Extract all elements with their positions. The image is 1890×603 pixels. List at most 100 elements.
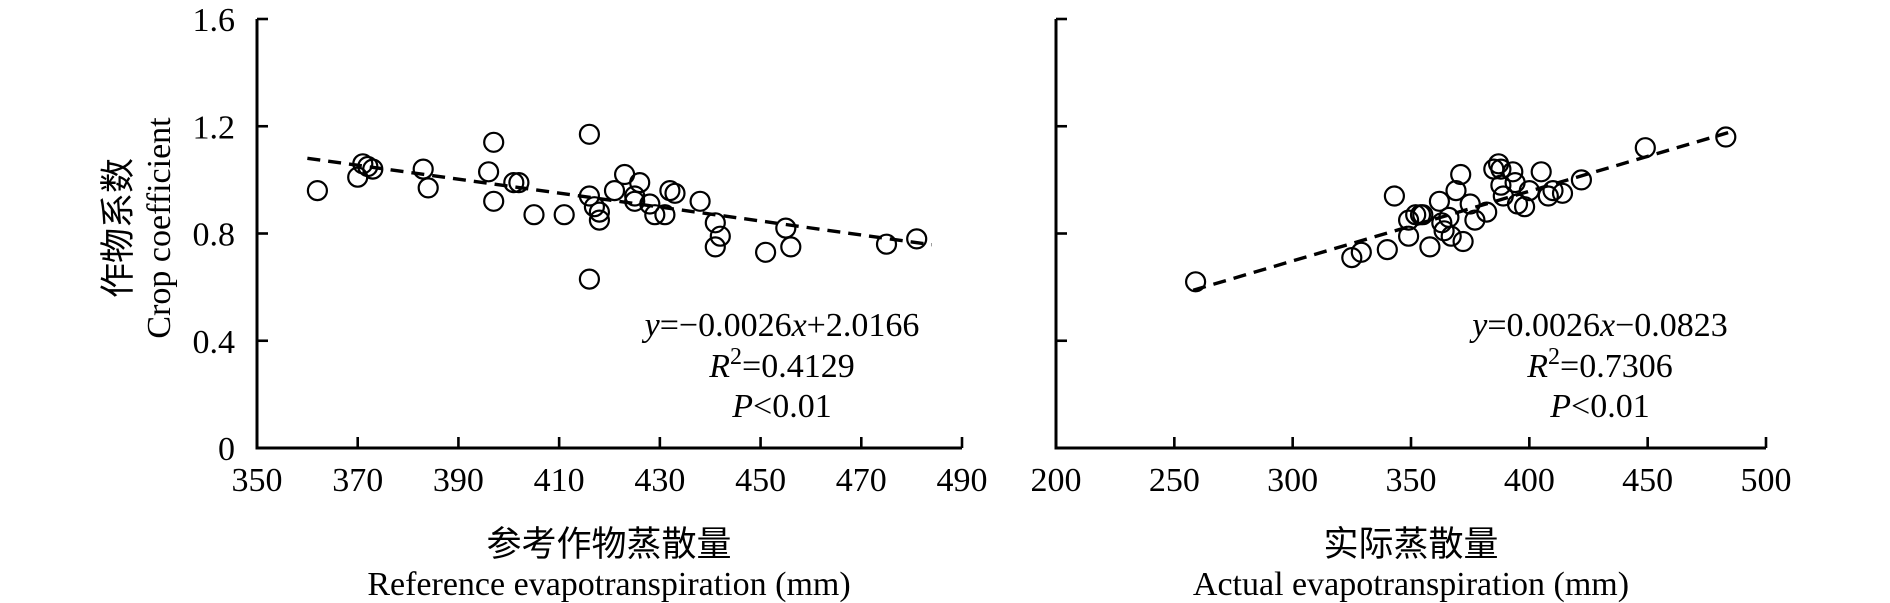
data-point bbox=[754, 241, 777, 263]
x-tick-label: 430 bbox=[634, 462, 685, 499]
data-point bbox=[578, 185, 601, 207]
data-point bbox=[704, 236, 726, 258]
data-point bbox=[1542, 180, 1564, 202]
x-tick-label: 390 bbox=[433, 462, 484, 499]
data-point bbox=[780, 236, 802, 258]
data-point bbox=[1412, 204, 1434, 226]
data-point bbox=[603, 180, 626, 202]
y-tick-label: 0.4 bbox=[193, 324, 236, 361]
data-point bbox=[478, 161, 500, 183]
x-tick-label: 370 bbox=[332, 462, 383, 499]
r-squared-label: R2=0.7306 bbox=[1526, 344, 1672, 385]
data-point bbox=[1490, 158, 1512, 180]
data-point bbox=[588, 209, 611, 231]
data-point bbox=[1350, 241, 1372, 263]
x-tick-label: 490 bbox=[937, 462, 988, 499]
x-tick-label: 350 bbox=[1386, 462, 1437, 499]
x-tick-label: 500 bbox=[1741, 462, 1792, 499]
y-axis-title-zh: 作物系数 bbox=[99, 158, 138, 298]
x-tick-label: 470 bbox=[836, 462, 887, 499]
p-value-label: P<0.01 bbox=[731, 388, 831, 425]
data-point bbox=[508, 172, 530, 194]
y-axis-title-en: Crop coefficient bbox=[141, 117, 178, 339]
x-tick-label: 350 bbox=[232, 462, 283, 499]
data-point bbox=[906, 228, 928, 250]
data-point bbox=[1518, 180, 1540, 202]
y-tick-label: 1.2 bbox=[193, 109, 236, 146]
x-tick-label: 300 bbox=[1267, 462, 1318, 499]
data-point bbox=[704, 212, 726, 234]
data-point bbox=[583, 196, 606, 218]
data-point bbox=[1433, 220, 1455, 242]
data-point bbox=[503, 172, 525, 194]
x-axis-title-zh: 实际蒸散量 bbox=[1323, 525, 1498, 564]
data-point bbox=[523, 204, 545, 226]
data-point bbox=[639, 193, 661, 215]
data-point bbox=[588, 201, 611, 223]
data-point bbox=[306, 180, 328, 202]
data-point bbox=[644, 204, 666, 226]
data-point bbox=[1383, 185, 1406, 207]
x-axis-title-zh: 参考作物蒸散量 bbox=[486, 525, 731, 564]
data-point bbox=[483, 131, 505, 153]
x-tick-label: 400 bbox=[1504, 462, 1555, 499]
data-point bbox=[1715, 126, 1737, 148]
data-point bbox=[1450, 163, 1472, 186]
data-point bbox=[654, 204, 676, 226]
left-panel: 0 0.4 0.8 1.2 1.6 350 370 390 410 430 450 470 490 参考作… bbox=[99, 2, 988, 603]
data-point bbox=[1476, 201, 1498, 223]
data-point bbox=[689, 190, 711, 212]
data-point bbox=[578, 268, 601, 290]
data-point bbox=[1513, 196, 1536, 218]
data-point bbox=[1397, 209, 1420, 231]
data-point bbox=[629, 172, 651, 194]
data-point bbox=[1397, 225, 1420, 247]
data-point bbox=[1440, 225, 1462, 247]
x-tick-label: 450 bbox=[735, 462, 786, 499]
data-point bbox=[1405, 204, 1427, 226]
r-squared-label: R2=0.4129 bbox=[708, 344, 854, 385]
y-tick-label: 0.8 bbox=[193, 217, 236, 254]
data-point bbox=[1502, 161, 1524, 183]
data-point bbox=[1376, 239, 1398, 261]
trend-line bbox=[307, 156, 933, 247]
data-point bbox=[362, 158, 384, 180]
data-point bbox=[709, 225, 731, 247]
trend-line bbox=[1192, 131, 1729, 292]
data-point bbox=[1452, 230, 1474, 253]
data-point bbox=[1184, 271, 1207, 293]
data-point bbox=[1490, 174, 1512, 196]
data-point bbox=[775, 217, 797, 239]
x-tick-label: 450 bbox=[1622, 462, 1673, 499]
x-tick-label: 250 bbox=[1149, 462, 1200, 499]
data-point bbox=[1464, 209, 1486, 231]
data-point bbox=[1551, 182, 1574, 204]
x-axis-title-en: Actual evapotranspiration (mm) bbox=[1193, 566, 1629, 603]
y-tick-label: 0 bbox=[218, 431, 235, 468]
data-point bbox=[417, 177, 439, 199]
x-axis-title-en: Reference evapotranspiration (mm) bbox=[367, 566, 850, 603]
y-tick-label: 1.6 bbox=[193, 2, 236, 39]
data-point bbox=[578, 123, 601, 145]
data-point bbox=[1459, 193, 1481, 215]
data-point bbox=[1634, 137, 1656, 159]
p-value-label: P<0.01 bbox=[1549, 388, 1649, 425]
data-point bbox=[483, 190, 505, 212]
data-point bbox=[1419, 236, 1441, 258]
data-point bbox=[1570, 169, 1593, 191]
data-point bbox=[1428, 190, 1451, 212]
data-point bbox=[1504, 172, 1526, 194]
data-point bbox=[1530, 161, 1552, 183]
data-point bbox=[875, 233, 898, 255]
x-tick-label: 410 bbox=[534, 462, 585, 499]
data-point bbox=[1445, 180, 1467, 202]
data-point bbox=[1537, 185, 1559, 207]
data-point bbox=[664, 182, 686, 204]
data-point bbox=[553, 204, 575, 226]
x-tick-label: 200 bbox=[1031, 462, 1082, 499]
regression-equation: y=−0.0026x+2.0166 bbox=[642, 307, 920, 344]
regression-equation: y=0.0026x−0.0823 bbox=[1469, 307, 1728, 344]
